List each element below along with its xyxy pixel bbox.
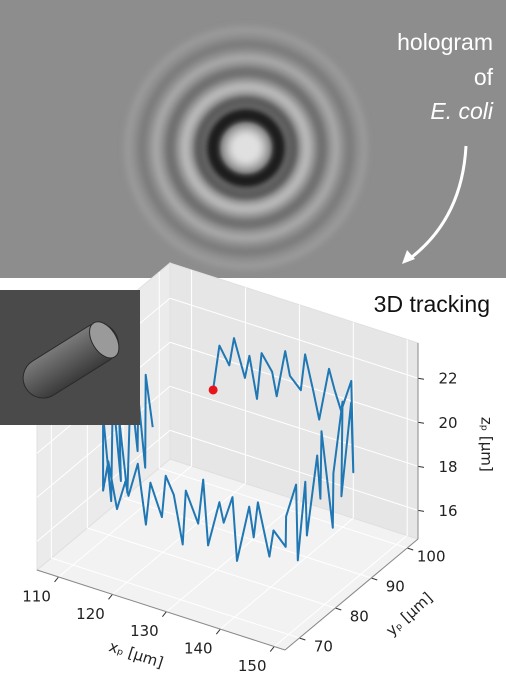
ring [152,54,340,242]
tick-mark [371,577,378,581]
cylinder-cap [89,321,120,359]
x-tick-label: 130 [130,622,159,640]
z-axis-label: zₚ [μm] [478,417,496,472]
tick-mark [417,465,425,468]
arrow-head [402,250,415,264]
z-tick-label: 20 [438,414,457,432]
tick-mark [417,377,425,380]
ring [165,67,327,229]
tick-mark [417,509,425,512]
tick-mark [108,594,113,600]
arrow [407,145,468,262]
grid-line [87,527,336,609]
ring [124,26,368,270]
x-tick-label: 140 [184,640,213,658]
tick-mark [299,637,306,641]
z-tick-label: 16 [438,502,457,520]
grid-line [112,482,246,595]
z-tick-label: 22 [438,370,457,388]
tick-mark [407,547,414,551]
y-tick-label: 70 [314,638,333,656]
y-tick-label: 90 [386,578,405,596]
y-tick-label: 100 [417,548,446,566]
cylinder [22,321,120,399]
y-tick-label: 80 [350,608,369,626]
grid-line [219,517,354,630]
grid-line [166,500,300,613]
ring [180,82,312,214]
caption: of [474,64,494,90]
inset [0,290,140,425]
x-tick-label: 120 [76,605,105,623]
x-axis-label: xₚ [μm] [107,637,166,671]
tick-mark [335,607,342,611]
ring [138,40,354,256]
grid-line [159,467,408,549]
grid-line [51,557,300,639]
grid-line [123,497,372,579]
start-marker [208,385,218,395]
x-axis-line [36,569,286,651]
x-tick-label: 150 [238,657,267,675]
hologram-rings [124,26,368,270]
grid-line [169,385,419,467]
center [225,127,267,169]
caption: hologram [397,29,493,55]
ring [206,108,286,188]
tick-mark [54,576,59,583]
y-axis-label: yₚ [μm] [382,589,436,640]
z-tick-label: 18 [438,458,457,476]
tick-mark [269,646,275,652]
x-tick-label: 110 [22,587,51,605]
tick-mark [215,628,221,635]
grid-line [273,535,408,647]
y-axis-line [284,538,419,651]
ring [194,96,298,200]
grid-line [169,297,419,379]
chart-title: 3D tracking [374,291,490,317]
caption: E. coli [430,98,494,124]
trajectory [102,337,355,562]
tick-mark [162,611,167,618]
tick-mark [417,421,425,424]
grid-line [169,429,419,511]
